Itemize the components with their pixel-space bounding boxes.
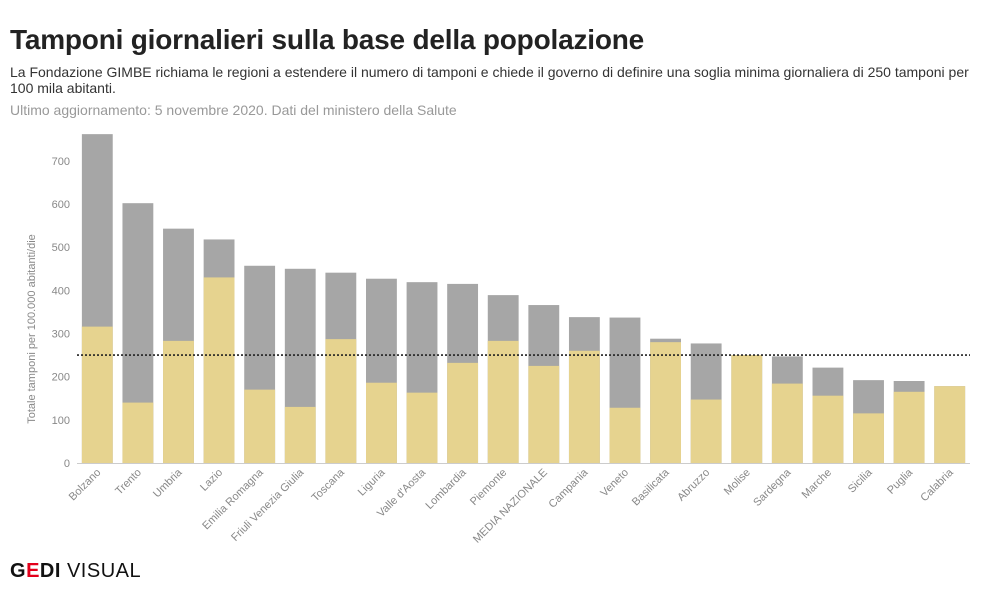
x-tick-label-15: Abruzzo [675, 467, 712, 504]
x-tick-label-16: Molise [722, 467, 753, 498]
bar-yellow-15 [690, 399, 722, 463]
y-tick-label-6: 600 [52, 199, 70, 211]
bar-yellow-19 [853, 413, 884, 463]
bar-yellow-14 [650, 342, 681, 463]
bar-yellow-11 [528, 365, 560, 463]
bar-yellow-4 [244, 389, 276, 463]
bar-yellow-5 [284, 406, 316, 463]
bar-yellow-0 [81, 326, 113, 463]
y-tick-label-4: 400 [52, 285, 70, 297]
x-tick-label-7: Liguria [356, 466, 388, 498]
bar-yellow-3 [203, 277, 235, 463]
bar-yellow-6 [325, 339, 357, 463]
bar-yellow-8 [406, 392, 438, 463]
x-tick-label-11: MEDIA NAZIONALE [471, 467, 550, 546]
y-tick-label-0: 0 [64, 458, 70, 470]
x-tick-label-21: Calabria [918, 466, 956, 504]
x-tick-label-1: Trento [113, 467, 144, 498]
y-tick-label-7: 700 [52, 156, 70, 168]
x-tick-label-14: Basilicata [630, 466, 672, 508]
x-tick-label-5: Friuli Venezia Giulia [229, 466, 307, 544]
chart-subtitle: La Fondazione GIMBE richiama le regioni … [10, 64, 969, 96]
y-tick-label-5: 500 [52, 242, 70, 254]
y-tick-label-1: 100 [52, 415, 70, 427]
bar-yellow-17 [771, 383, 803, 463]
x-tick-label-18: Marche [800, 467, 834, 501]
chart-title: Tamponi giornalieri sulla base della pop… [10, 24, 645, 55]
bar-yellow-7 [366, 382, 397, 463]
bar-yellow-2 [163, 340, 194, 463]
x-tick-label-19: Sicilia [846, 466, 875, 495]
x-tick-label-10: Piemonte [468, 467, 509, 508]
gedi-visual-logo: GEDI VISUAL [10, 560, 142, 582]
x-tick-label-9: Lombardia [423, 466, 469, 512]
bar-yellow-1 [122, 402, 154, 463]
y-tick-label-3: 300 [52, 329, 70, 341]
x-tick-label-13: Veneto [598, 467, 631, 500]
y-tick-label-2: 200 [52, 372, 70, 384]
x-tick-label-0: Bolzano [67, 467, 104, 504]
x-tick-label-2: Umbria [151, 466, 185, 500]
x-tick-label-17: Sardegna [751, 466, 794, 509]
bar-yellow-21 [934, 386, 966, 463]
bar-yellow-20 [893, 391, 925, 463]
bar-yellow-10 [487, 340, 519, 463]
bar-yellow-9 [447, 362, 479, 463]
x-tick-label-12: Campania [547, 466, 592, 511]
x-tick-label-3: Lazio [198, 467, 225, 494]
bar-yellow-12 [568, 350, 600, 463]
bar-yellow-18 [812, 395, 844, 463]
bar-yellow-16 [731, 355, 763, 463]
update-note: Ultimo aggiornamento: 5 novembre 2020. D… [10, 102, 457, 118]
x-tick-label-6: Toscana [309, 466, 347, 504]
y-axis-label: Totale tamponi per 100.000 abitanti/die [26, 234, 38, 424]
bar-yellow-13 [609, 407, 641, 463]
x-tick-label-20: Puglia [885, 466, 916, 497]
